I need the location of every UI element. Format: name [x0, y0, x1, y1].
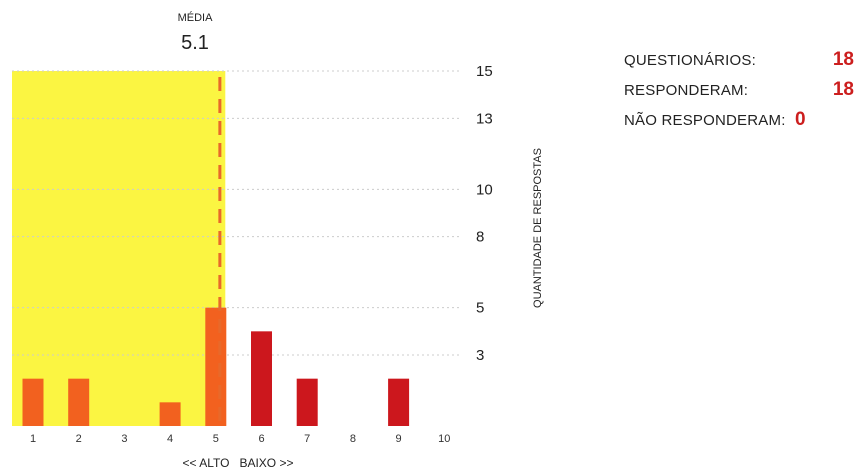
response-stats: QUESTIONÁRIOS: 18 RESPONDERAM: 18 NÃO RE…: [624, 49, 854, 142]
x-tick-label: 7: [304, 433, 310, 445]
stat-responderam-value: 18: [832, 79, 854, 100]
x-tick-label: 8: [350, 433, 356, 445]
stat-nao-responderam-value: 0: [795, 109, 806, 130]
bar-7: [296, 378, 318, 426]
stat-responderam: RESPONDERAM: 18: [624, 79, 854, 112]
stat-responderam-label: RESPONDERAM:: [624, 82, 749, 99]
stat-questionarios: QUESTIONÁRIOS: 18: [624, 49, 854, 82]
x-tick-label: 10: [438, 433, 450, 445]
stat-nao-responderam: NÃO RESPONDERAM: 0: [624, 109, 854, 142]
x-tick-label: 2: [76, 433, 82, 445]
y-axis-label: QUANTIDADE DE RESPOSTAS: [532, 148, 544, 308]
x-tick-label: 3: [121, 433, 127, 445]
y-tick-label: 10: [476, 181, 493, 198]
stat-questionarios-value: 18: [832, 49, 854, 70]
y-tick-label: 3: [476, 347, 484, 364]
bar-1: [22, 378, 44, 426]
bar-4: [159, 402, 181, 426]
mean-label: MÉDIA: [178, 11, 214, 24]
bar-5: [205, 307, 227, 426]
bar-6: [251, 331, 272, 426]
x-tick-label: 4: [167, 433, 173, 445]
x-tick-label: 9: [396, 433, 402, 445]
y-tick-label: 13: [476, 110, 493, 127]
x-tick-label: 1: [30, 433, 36, 445]
y-tick-label: 15: [476, 63, 493, 80]
x-tick-label: 5: [213, 433, 219, 445]
bar-9: [388, 378, 410, 426]
mean-value: 5.1: [181, 32, 209, 54]
stat-questionarios-label: QUESTIONÁRIOS:: [624, 52, 756, 69]
bar-2: [68, 378, 90, 426]
x-tick-label: 6: [258, 433, 264, 445]
y-tick-label: 8: [476, 229, 484, 246]
x-axis-label: << ALTO BAIXO >>: [183, 456, 294, 470]
stat-nao-responderam-label: NÃO RESPONDERAM:: [624, 112, 786, 129]
y-tick-label: 5: [476, 300, 484, 317]
highlight-zone: [12, 71, 226, 426]
